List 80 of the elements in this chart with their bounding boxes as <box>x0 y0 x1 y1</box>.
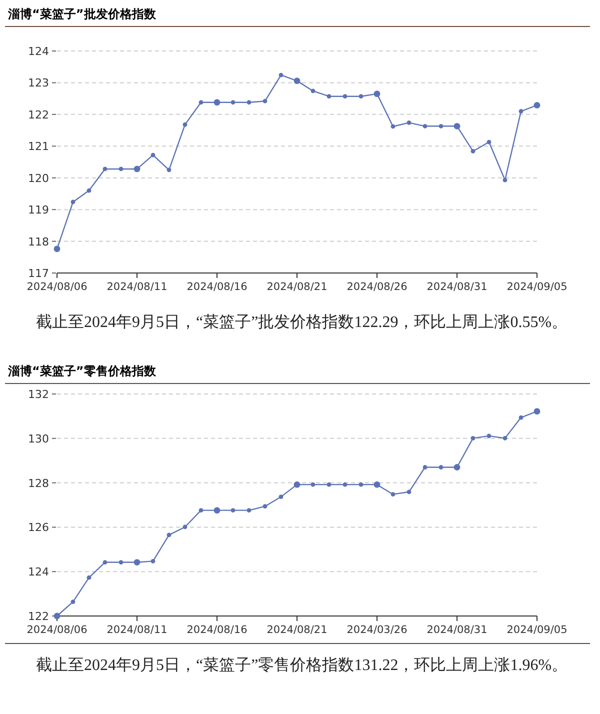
point <box>278 72 284 78</box>
point <box>406 490 412 494</box>
x-tick-label: 2024/08/21 <box>266 624 328 636</box>
point <box>486 140 492 144</box>
x-tick-label: 2024/08/16 <box>186 281 248 293</box>
point <box>518 109 524 114</box>
x-tick-label: 2024/09/05 <box>506 281 568 293</box>
point <box>326 482 332 487</box>
point <box>166 168 172 172</box>
point <box>358 94 364 99</box>
x-tick-label: 2024/08/11 <box>106 624 168 636</box>
point <box>438 124 444 128</box>
point <box>310 88 316 94</box>
x-tick-label: 2024/09/05 <box>506 624 568 636</box>
point <box>230 100 236 105</box>
point <box>86 188 92 193</box>
point <box>198 100 204 105</box>
point <box>358 482 364 487</box>
point <box>118 560 124 564</box>
y-tick-label: 124 <box>28 566 49 579</box>
point <box>166 532 172 538</box>
x-tick-label: 2024/08/06 <box>26 624 88 636</box>
point <box>102 560 108 564</box>
y-tick-label: 126 <box>28 521 49 534</box>
x-tick-label: 2024/03/26 <box>346 624 408 636</box>
point <box>262 98 268 104</box>
x-tick-label: 2024/08/06 <box>26 281 88 293</box>
point <box>470 436 476 440</box>
x-tick-label: 2024/08/11 <box>106 281 168 293</box>
y-tick-label: 120 <box>28 172 49 185</box>
point <box>422 465 428 470</box>
y-tick-label: 122 <box>28 108 49 122</box>
x-tick-label: 2024/08/21 <box>266 281 328 293</box>
y-tick-label: 132 <box>28 388 49 401</box>
point <box>70 200 76 204</box>
chart-title: 淄博“菜篮子”批发价格指数 <box>8 6 156 23</box>
y-tick-label: 119 <box>28 204 49 217</box>
point <box>262 504 268 509</box>
point <box>182 122 188 127</box>
x-tick-label: 2024/08/31 <box>426 624 488 636</box>
point <box>230 508 236 513</box>
point <box>198 508 204 513</box>
point <box>406 120 412 125</box>
y-tick-label: 123 <box>28 76 49 90</box>
y-tick-label: 130 <box>28 432 49 446</box>
chart-title: 淄博“菜篮子”零售价格指数 <box>8 363 156 380</box>
point <box>342 94 348 99</box>
x-tick-label: 2024/08/31 <box>426 281 488 293</box>
point <box>102 166 108 172</box>
x-tick-label: 2024/08/26 <box>346 281 408 293</box>
y-tick-label: 122 <box>28 610 49 623</box>
y-tick-label: 117 <box>28 267 49 280</box>
point <box>70 600 76 604</box>
point <box>86 575 92 580</box>
point <box>182 524 188 530</box>
point <box>326 94 332 99</box>
y-tick-label: 124 <box>28 45 49 58</box>
point <box>246 100 252 105</box>
y-tick-label: 118 <box>28 235 49 248</box>
point <box>278 494 284 499</box>
point <box>390 492 396 497</box>
point <box>150 152 156 158</box>
x-tick-label: 2024/08/16 <box>186 624 248 636</box>
point <box>518 415 524 420</box>
point <box>502 178 508 182</box>
point <box>150 558 156 564</box>
y-tick-label: 128 <box>28 476 49 490</box>
point <box>246 508 252 513</box>
point <box>310 482 316 487</box>
point <box>470 149 476 154</box>
point <box>502 436 508 440</box>
text: 截止至2024年9月5日，“菜篮子”零售价格指数131.22，环比上周上涨1.96%。 <box>35 656 569 676</box>
point <box>486 434 492 438</box>
point <box>422 124 428 128</box>
y-tick-label: 121 <box>28 140 49 154</box>
text: 截止至2024年9月5日，“菜篮子”批发价格指数122.29，环比上周上涨0.55%。 <box>35 312 569 333</box>
point <box>342 482 348 487</box>
point <box>438 465 444 470</box>
point <box>118 166 124 172</box>
point <box>390 124 396 129</box>
